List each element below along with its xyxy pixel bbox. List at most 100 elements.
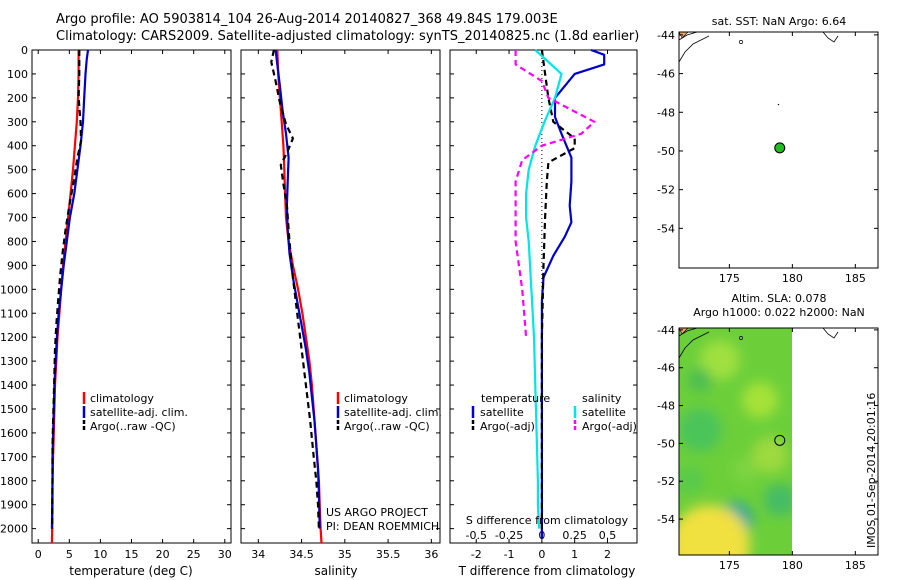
y-tick-label: -48 <box>657 106 675 119</box>
x2-tick-label: 0.5 <box>599 529 617 542</box>
y-tick-label: 700 <box>7 212 28 225</box>
salinity-panel-frame <box>240 49 441 544</box>
sst-map: 175 180 185 -44 -46 -48 -50 -52 -54 <box>657 29 878 285</box>
y-tick-label: 1900 <box>0 499 28 512</box>
legend-label: Argo(..raw -QC) <box>90 420 176 433</box>
y-tick-label: 600 <box>7 188 28 201</box>
legend-label: Argo(-adj) <box>582 420 637 433</box>
salinity-legend: climatology satellite-adj. clim. Argo(..… <box>336 392 442 433</box>
sst-map-frame <box>678 31 879 269</box>
sla-blob <box>733 458 757 482</box>
credits-line-2: PI: DEAN ROEMMICH <box>326 520 439 533</box>
header-line-1: Argo profile: AO 5903814_104 26-Aug-2014… <box>56 12 558 27</box>
x-tick-label: 1 <box>571 548 578 561</box>
series-line-satellite <box>540 48 606 539</box>
x-tick-label: 34.5 <box>289 548 314 561</box>
coastline <box>678 31 710 63</box>
x-tick-label: 0 <box>35 548 42 561</box>
legend-label: Argo(..raw -QC) <box>344 420 430 433</box>
legend-label: satellite-adj. clim. <box>344 406 442 419</box>
sla-map-title-1: Altim. SLA: 0.078 <box>731 292 826 305</box>
x-tick-label: 185 <box>845 559 866 572</box>
map-dot <box>777 103 780 106</box>
x2-tick-label: -0.25 <box>495 529 523 542</box>
y-tick-label: -48 <box>657 400 675 413</box>
sla-field <box>679 328 792 555</box>
salinity-plot: 34 34.5 35 35.5 36 <box>241 49 440 561</box>
y-tick-label: 1300 <box>0 355 28 368</box>
y-tick-label: -50 <box>657 437 675 450</box>
difference-xlabel: T difference from climatology <box>458 564 636 578</box>
y-tick-label: -44 <box>657 324 675 337</box>
x-tick-label: 5 <box>66 548 73 561</box>
series-line-argo-adj- <box>514 50 596 338</box>
difference-x2label: S difference from climatology <box>466 514 629 527</box>
temperature-panel-frame <box>31 49 232 544</box>
sla-blob <box>752 437 788 473</box>
sla-blob <box>679 408 722 452</box>
series-line-climatology <box>50 50 80 544</box>
legend-label: satellite-adj. clim. <box>90 406 188 419</box>
y-tick-label: 200 <box>7 92 28 105</box>
sla-blob <box>688 368 712 392</box>
y-tick-label: 2000 <box>0 523 28 536</box>
y-tick-label: 1600 <box>0 427 28 440</box>
timestamp-stamp: IMOS 01-Sep-2014 20:01:16 <box>865 392 878 548</box>
x-tick-label: 175 <box>719 559 740 572</box>
temperature-legend: climatology satellite-adj. clim. Argo(..… <box>82 392 188 433</box>
y-tick-label: 1200 <box>0 331 28 344</box>
y-tick-label: 1400 <box>0 379 28 392</box>
sla-map: 175 180 185 -44 -46 -48 -50 -52 -54 <box>657 324 878 572</box>
x-tick-label: 180 <box>782 272 803 285</box>
legend-label: Argo(-adj) <box>480 420 535 433</box>
difference-legend: temperature salinity satellite Argo(-adj… <box>471 392 637 433</box>
y-tick-label: -46 <box>657 362 675 375</box>
y-tick-label: 1800 <box>0 475 28 488</box>
legend-label: satellite <box>480 406 524 419</box>
x-tick-label: 34 <box>251 548 265 561</box>
sst-map-title: sat. SST: NaN Argo: 6.64 <box>712 15 846 28</box>
y-tick-label: -52 <box>657 184 675 197</box>
legend-title-temperature: temperature <box>481 392 550 405</box>
x-tick-label: 20 <box>156 548 170 561</box>
legend-label: satellite <box>582 406 626 419</box>
x-tick-label: 175 <box>719 272 740 285</box>
y-tick-label: -54 <box>657 222 675 235</box>
y-tick-label: 1500 <box>0 403 28 416</box>
x-tick-label: -1 <box>504 548 515 561</box>
y-tick-label: -50 <box>657 145 675 158</box>
sla-blob <box>742 382 778 418</box>
sla-blob <box>700 340 740 380</box>
sla-map-frame <box>678 327 879 556</box>
salinity-xlabel: salinity <box>314 564 357 578</box>
x-tick-label: 35 <box>338 548 352 561</box>
sla-blob <box>764 484 792 516</box>
credits-line-1: US ARGO PROJECT <box>326 506 428 519</box>
y-tick-label: 900 <box>7 259 28 272</box>
x2-tick-label: 0.25 <box>562 529 587 542</box>
x-tick-label: 180 <box>782 559 803 572</box>
series-line-satellite <box>525 49 563 529</box>
coastline <box>678 327 710 359</box>
legend-title-salinity: salinity <box>582 392 622 405</box>
island <box>739 336 743 340</box>
legend-label: climatology <box>344 392 408 405</box>
x-tick-label: 185 <box>845 272 866 285</box>
sla-blob <box>679 466 704 494</box>
x-tick-label: 35.5 <box>376 548 401 561</box>
x-tick-label: 30 <box>218 548 232 561</box>
x-tick-label: 15 <box>125 548 139 561</box>
sla-field-blobs <box>679 340 792 555</box>
x2-tick-label: -0.5 <box>466 529 487 542</box>
difference-plot: -2 -1 0 1 2-0.5 -0.25 0 0.25 0.5 <box>450 48 637 561</box>
y-tick-label: -54 <box>657 513 675 526</box>
coastline <box>822 327 839 339</box>
temperature-xlabel: temperature (deg C) <box>69 564 192 578</box>
y-tick-label: 800 <box>7 235 28 248</box>
y-tick-label: -44 <box>657 29 675 42</box>
y-tick-label: 300 <box>7 116 28 129</box>
series-line-argo-raw-qc- <box>270 49 320 529</box>
sla-blob <box>679 505 750 555</box>
island <box>739 40 743 44</box>
